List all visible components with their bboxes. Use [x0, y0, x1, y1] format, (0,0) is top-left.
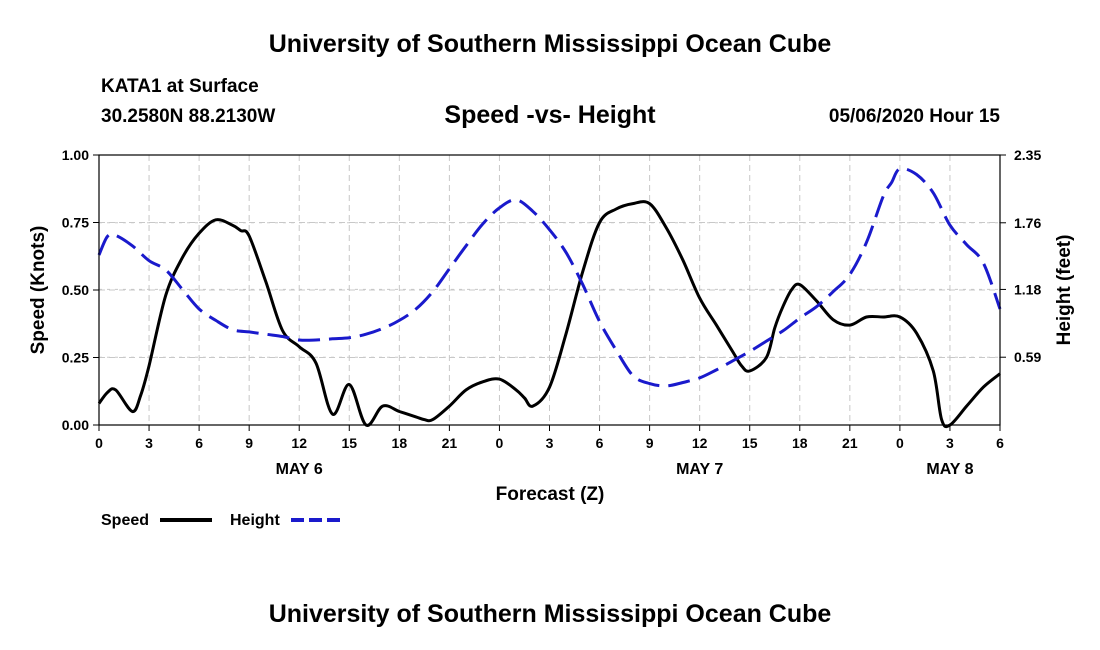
- footer-title: University of Southern Mississippi Ocean…: [268, 600, 832, 628]
- x-tick-label: 12: [692, 435, 708, 451]
- y-tick-label: 0.00: [62, 417, 89, 433]
- x-tick-label: 6: [596, 435, 604, 451]
- legend: Speed Height: [101, 512, 343, 529]
- coordinates-label: 30.2580N 88.2130W: [101, 106, 276, 127]
- x-tick-label: 15: [341, 435, 357, 451]
- y-tick-label: 0.75: [62, 215, 89, 231]
- y-axis-label: Speed (Knots): [28, 226, 49, 355]
- legend-height-label: Height: [230, 512, 280, 529]
- main-title: University of Southern Mississippi Ocean…: [268, 30, 832, 58]
- grid-lines: [99, 155, 1000, 425]
- legend-speed-label: Speed: [101, 512, 149, 529]
- date-label: MAY 8: [926, 461, 973, 478]
- x-tick-label: 3: [946, 435, 954, 451]
- speed-series-line: [97, 200, 1001, 429]
- station-label: KATA1 at Surface: [101, 76, 259, 97]
- x-tick-label: 6: [996, 435, 1004, 451]
- y2-tick-label: 1.76: [1014, 215, 1041, 231]
- x-axis-label: Forecast (Z): [496, 484, 605, 505]
- y2-tick-label: 1.18: [1014, 281, 1041, 297]
- y-tick-label: 0.50: [62, 282, 89, 298]
- y2-tick-label: 2.35: [1014, 147, 1041, 163]
- x-tick-label: 21: [442, 435, 458, 451]
- date-hour-label: 05/06/2020 Hour 15: [828, 106, 1000, 127]
- y-tick-label: 0.25: [62, 350, 89, 366]
- y2-tick-label: 0.59: [1014, 349, 1041, 365]
- chart-title: Speed -vs- Height: [444, 101, 656, 129]
- x-tick-label: 0: [95, 435, 103, 451]
- x-tick-label: 3: [546, 435, 554, 451]
- x-tick-label: 15: [742, 435, 758, 451]
- x-tick-label: 3: [145, 435, 153, 451]
- x-tick-label: 21: [842, 435, 858, 451]
- series-lines: [97, 166, 1002, 429]
- date-label: MAY 7: [676, 461, 723, 478]
- x-tick-label: 12: [291, 435, 307, 451]
- axes: 0 3 6 9 12 15 18 21 0 3 6 9 12 15 18 21 0 3 6 0.00 0.25 0.50 0…: [62, 147, 1042, 478]
- x-tick-label: 6: [195, 435, 203, 451]
- x-tick-label: 18: [392, 435, 408, 451]
- y2-axis-label: Height (feet): [1054, 235, 1075, 346]
- x-tick-label: 0: [496, 435, 504, 451]
- x-tick-label: 9: [245, 435, 253, 451]
- date-label: MAY 6: [276, 461, 323, 478]
- height-series-line: [97, 166, 1002, 388]
- x-tick-label: 9: [646, 435, 654, 451]
- x-tick-label: 18: [792, 435, 808, 451]
- x-tick-label: 0: [896, 435, 904, 451]
- y-tick-label: 1.00: [62, 147, 89, 163]
